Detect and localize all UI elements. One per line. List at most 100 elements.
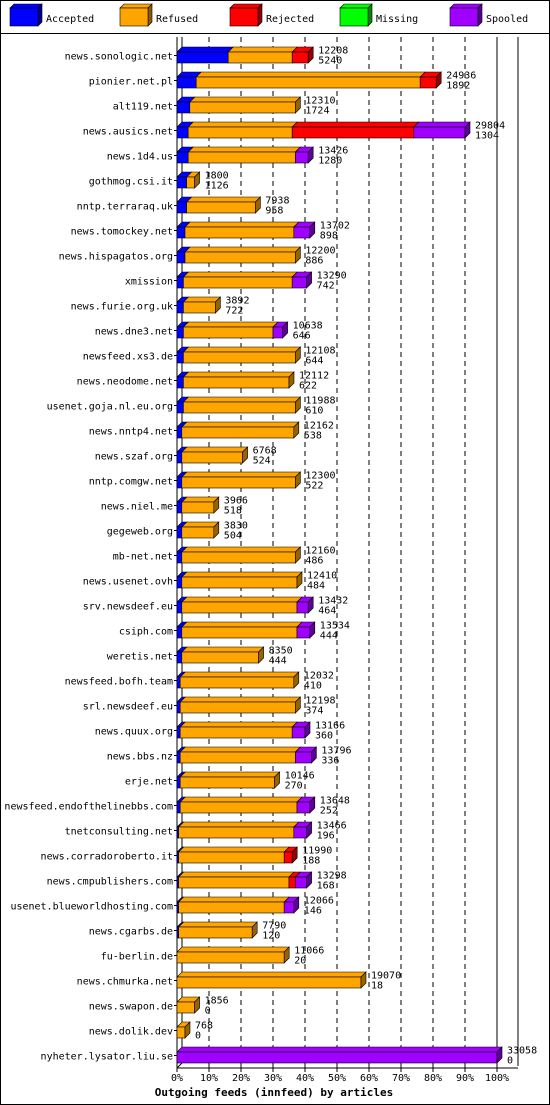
total-label: 7790 bbox=[262, 921, 286, 932]
floor-edge bbox=[176, 1062, 183, 1069]
accepted-label: 1892 bbox=[446, 81, 470, 92]
bar-segment-refused bbox=[181, 626, 298, 639]
bar-segment-accepted bbox=[176, 701, 181, 714]
bar-segment-top-refused bbox=[179, 696, 302, 703]
bar-segment-accepted bbox=[176, 801, 181, 814]
bar-segment-accepted bbox=[176, 51, 229, 64]
accepted-label: 610 bbox=[305, 406, 323, 417]
bar-segment-refused bbox=[176, 1026, 186, 1039]
x-tick-label: 90% bbox=[456, 1073, 474, 1084]
bar-segment-rejected bbox=[291, 51, 309, 64]
bar-segment-top-refused bbox=[179, 771, 281, 778]
accepted-label: 360 bbox=[315, 731, 333, 742]
bar-segment-spooled bbox=[272, 326, 283, 339]
bar-segment-top-refused bbox=[195, 71, 426, 78]
bar-side-face bbox=[213, 521, 220, 539]
accepted-label: 518 bbox=[224, 506, 242, 517]
bar-segment-top-refused bbox=[177, 921, 258, 928]
bar-segment-top-refused bbox=[179, 721, 298, 728]
accepted-label: 0 bbox=[507, 1056, 513, 1067]
bar-side-face bbox=[184, 1021, 191, 1039]
bar-side-face bbox=[435, 71, 442, 89]
bar-segment-accepted bbox=[176, 76, 197, 89]
row-label: alt119.net bbox=[113, 102, 173, 113]
bar-segment-top-refused bbox=[177, 846, 290, 853]
bar-segment-top-rejected bbox=[291, 121, 420, 128]
bar-segment-refused bbox=[181, 451, 243, 464]
bar-side-face bbox=[215, 296, 221, 314]
row-label: news.chmurka.net bbox=[77, 977, 173, 988]
bar-segment-refused bbox=[183, 326, 274, 339]
bar-side-face bbox=[293, 896, 300, 914]
row-label: nyheter.lysator.liu.se bbox=[41, 1052, 173, 1063]
bar-segment-refused bbox=[186, 201, 256, 214]
bar-segment-accepted bbox=[176, 476, 183, 489]
accepted-label: 5240 bbox=[318, 56, 342, 67]
accepted-label: 646 bbox=[293, 331, 311, 342]
bar-side-face bbox=[258, 646, 264, 664]
accepted-label: 504 bbox=[224, 531, 242, 542]
bar-side-face bbox=[464, 121, 471, 139]
row-label: fu-berlin.de bbox=[101, 952, 173, 963]
row-label: csiph.com bbox=[119, 627, 173, 638]
bar-segment-accepted bbox=[176, 276, 184, 289]
bar-side-face bbox=[251, 921, 258, 939]
bar-segment-accepted bbox=[176, 726, 181, 739]
total-label: 33058 bbox=[507, 1046, 537, 1057]
bar-side-face bbox=[311, 746, 317, 764]
bar-segment-accepted bbox=[176, 526, 183, 539]
bar-segment-accepted bbox=[176, 551, 183, 564]
bar-side-face bbox=[274, 771, 280, 789]
bar-side-face bbox=[283, 946, 290, 964]
bar-segment-top-refused bbox=[227, 46, 298, 53]
total-label: 10146 bbox=[285, 771, 315, 782]
bar-segment-refused bbox=[195, 76, 421, 89]
bar-segment-top-refused bbox=[177, 821, 300, 828]
bar-segment-refused bbox=[179, 751, 296, 764]
bar-segment-top-refused bbox=[179, 746, 302, 753]
x-tick-label: 70% bbox=[392, 1073, 410, 1084]
total-label: 13796 bbox=[321, 746, 351, 757]
bar-segment-refused bbox=[181, 576, 298, 589]
bar-segment-accepted bbox=[176, 201, 187, 214]
bar-segment-spooled bbox=[291, 726, 306, 739]
bar-segment-refused bbox=[181, 651, 259, 664]
row-label: news.szaf.org bbox=[95, 452, 173, 463]
bar-segment-top-refused bbox=[181, 546, 302, 553]
bar-segment-accepted bbox=[176, 301, 184, 314]
row-label: srv.newsdeef.eu bbox=[83, 602, 173, 613]
bar-segment-top-refused bbox=[181, 421, 300, 428]
bar-side-face bbox=[194, 171, 200, 189]
bar-segment-top-refused bbox=[184, 221, 300, 228]
bar-segment-accepted bbox=[176, 126, 189, 139]
total-label: 12200 bbox=[305, 246, 335, 257]
bar-segment-refused bbox=[227, 51, 293, 64]
bar-segment-top-refused bbox=[179, 671, 300, 678]
bar-side-face bbox=[288, 371, 295, 389]
row-label: news.1d4.us bbox=[107, 152, 173, 163]
bar-segment-refused bbox=[183, 401, 296, 414]
legend-swatch-side bbox=[477, 3, 483, 27]
accepted-label: 886 bbox=[305, 256, 323, 267]
bar-segment-accepted bbox=[176, 151, 189, 164]
bar-segment-refused bbox=[181, 476, 296, 489]
x-tick-label: 80% bbox=[424, 1073, 442, 1084]
bar-side-face bbox=[309, 796, 316, 814]
legend-swatch-side bbox=[147, 3, 153, 27]
accepted-label: 444 bbox=[320, 631, 338, 642]
bar-segment-accepted bbox=[176, 651, 183, 664]
bar-segment-refused bbox=[181, 501, 215, 514]
accepted-label: 120 bbox=[262, 931, 280, 942]
accepted-label: 958 bbox=[265, 206, 283, 217]
row-label: news.dolik.dev bbox=[89, 1027, 173, 1038]
bar-segment-refused bbox=[179, 801, 298, 814]
accepted-label: 146 bbox=[304, 906, 322, 917]
